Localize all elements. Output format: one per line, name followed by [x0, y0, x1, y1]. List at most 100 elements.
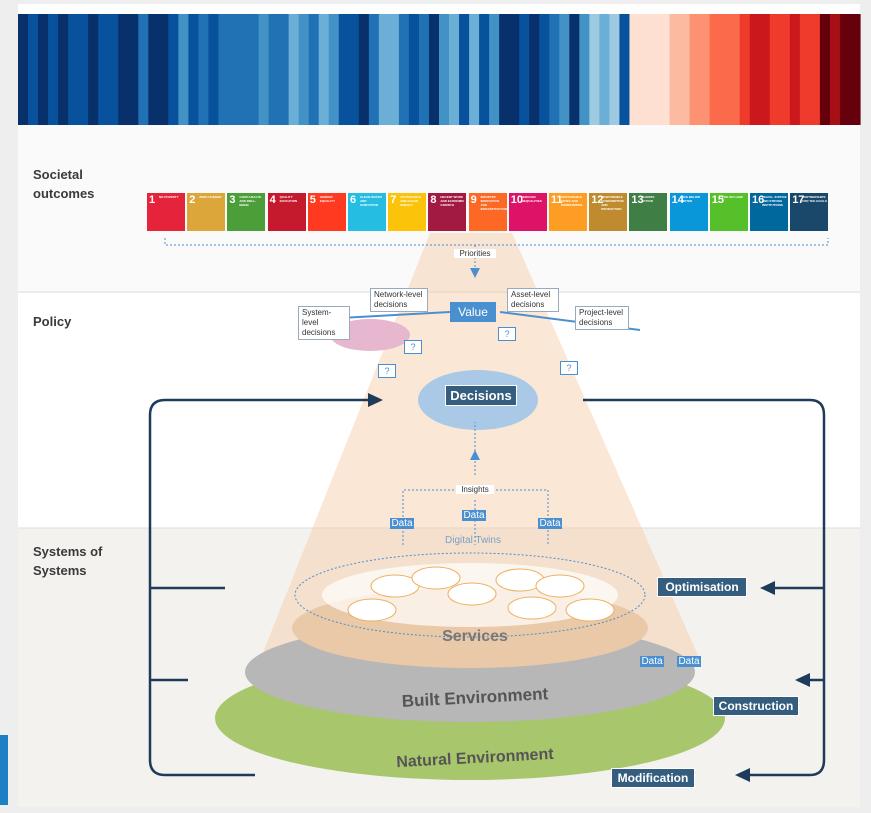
sdg-label: INDUSTRY, INNOVATION AND INFRASTRUCTURE [481, 195, 506, 211]
stripe [369, 14, 380, 125]
sdg-label: SUSTAINABLE CITIES AND COMMUNITIES [561, 195, 586, 207]
sdg-label: NO POVERTY [159, 195, 184, 199]
stripe [599, 14, 610, 125]
stripe [780, 14, 791, 125]
diagram: Societal outcomes Policy Systems of Syst… [0, 0, 871, 813]
stripe [629, 14, 640, 125]
sdg-label: LIFE BELOW WATER [682, 195, 707, 203]
sdg-icon: 7 AFFORDABLE AND CLEAN ENERGY [388, 193, 426, 231]
stripe [309, 14, 320, 125]
sdg-label: REDUCED INEQUALITIES [521, 195, 546, 203]
stripe [519, 14, 530, 125]
process: Modification [611, 768, 695, 788]
data-tag: Data [390, 518, 414, 529]
stripe [178, 14, 189, 125]
stripe [579, 14, 590, 125]
sdg-label: RESPONSIBLE CONSUMPTION AND PRODUCTION [601, 195, 626, 211]
stripe [840, 14, 851, 125]
insights: Insights [456, 485, 494, 494]
stripe [489, 14, 500, 125]
stripe [439, 14, 450, 125]
data-tag: Data [462, 510, 486, 521]
sdg-icon: 15LIFE ON LAND [710, 193, 748, 231]
stripe [479, 14, 490, 125]
stripe [108, 14, 119, 125]
decision-level: Project-level decisions [575, 306, 629, 330]
stripe [218, 14, 229, 125]
stripe [18, 14, 29, 125]
decision-level: System-level decisions [298, 306, 350, 340]
sdg-label: PARTNERSHIPS FOR THE GOALS [802, 195, 827, 203]
sdg-label: LIFE ON LAND [722, 195, 747, 199]
sdg-label: CLEAN WATER AND SANITATION [360, 195, 385, 207]
stripe [670, 14, 681, 125]
stripe [158, 14, 169, 125]
stripe [680, 14, 691, 125]
sdg-icon: 1NO POVERTY [147, 193, 185, 231]
sdg-number: 7 [390, 194, 396, 206]
stripe [800, 14, 811, 125]
stripe [198, 14, 209, 125]
edge-mark [0, 735, 8, 805]
digital-twins: Digital Twins [445, 535, 501, 546]
stripe [229, 14, 240, 125]
stripe [419, 14, 430, 125]
stripe [299, 14, 310, 125]
stripe [269, 14, 280, 125]
stripe [790, 14, 801, 125]
stripe [208, 14, 219, 125]
stripe [78, 14, 89, 125]
section-label: Systems of Systems [33, 542, 123, 580]
sdg-icon: 10REDUCED INEQUALITIES [509, 193, 547, 231]
data-tag: Data [640, 656, 664, 667]
process: Optimisation [657, 577, 747, 597]
stripe [289, 14, 300, 125]
stripe [850, 14, 861, 125]
stripe [379, 14, 390, 125]
stripe [329, 14, 340, 125]
stripe [539, 14, 550, 125]
process: Construction [713, 696, 799, 716]
stripe [619, 14, 630, 125]
stripe [730, 14, 741, 125]
stripe [639, 14, 650, 125]
stripe [259, 14, 270, 125]
stripe [118, 14, 129, 125]
stripe [339, 14, 350, 125]
stripe [279, 14, 290, 125]
stripe [710, 14, 721, 125]
stripe [690, 14, 701, 125]
sdg-label: GENDER EQUALITY [320, 195, 345, 203]
question: ? [560, 361, 578, 375]
stripe [239, 14, 250, 125]
sdg-label: AFFORDABLE AND CLEAN ENERGY [400, 195, 425, 207]
section-label: Policy [33, 312, 123, 331]
stripe [609, 14, 620, 125]
stripe [750, 14, 761, 125]
sdg-icon: 8DECENT WORK AND ECONOMIC GROWTH [428, 193, 466, 231]
stripe [509, 14, 520, 125]
section-label: Societal outcomes [33, 165, 123, 203]
stripe [68, 14, 79, 125]
stripe [138, 14, 149, 125]
stripe [128, 14, 139, 125]
stripe [820, 14, 831, 125]
stripe [569, 14, 580, 125]
stripe [48, 14, 59, 125]
stripe [88, 14, 99, 125]
stripe [319, 14, 330, 125]
stripe [349, 14, 360, 125]
stripe [188, 14, 199, 125]
data-tag: Data [677, 656, 701, 667]
stripe [760, 14, 771, 125]
priorities: Priorities [454, 249, 496, 258]
stripe [359, 14, 370, 125]
data-tag: Data [538, 518, 562, 529]
sdg-number: 6 [350, 194, 356, 206]
